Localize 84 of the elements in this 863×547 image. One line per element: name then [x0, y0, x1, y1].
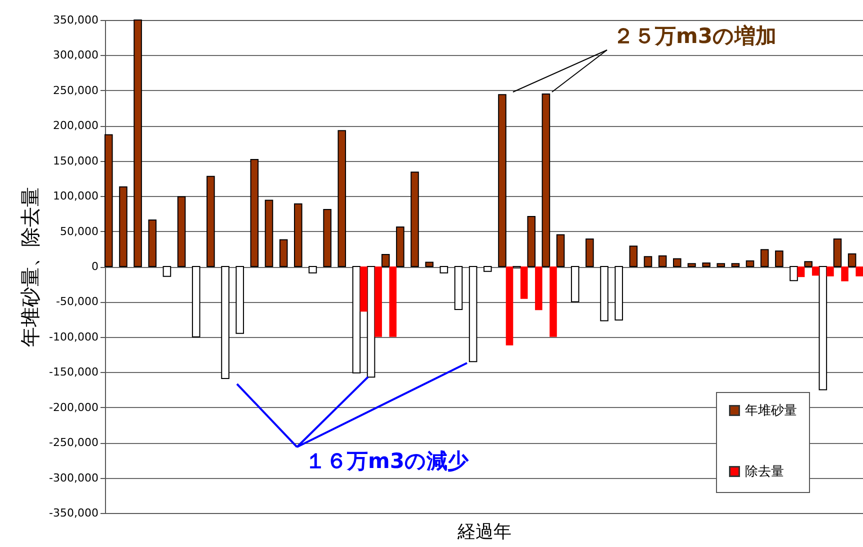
bar — [410, 172, 419, 267]
bar — [746, 260, 754, 267]
bar — [352, 266, 361, 374]
bar — [586, 238, 594, 267]
bar — [177, 196, 186, 267]
y-tick-label: 100,000 — [53, 190, 98, 203]
bar — [775, 250, 784, 267]
bar — [673, 258, 682, 267]
bar — [119, 186, 128, 267]
bar — [360, 266, 368, 312]
y-tick-label: -100,000 — [49, 330, 98, 344]
bar — [468, 266, 478, 362]
y-axis-title: 年堆砂量、除去量 — [18, 187, 42, 347]
bar — [600, 266, 608, 322]
bar — [221, 266, 230, 379]
bar — [389, 266, 397, 337]
bar — [550, 266, 557, 337]
bar — [381, 254, 390, 267]
bar — [294, 203, 302, 267]
y-tick-label: 300,000 — [53, 48, 98, 62]
bar — [454, 266, 463, 310]
bar — [688, 263, 696, 267]
bar — [841, 266, 848, 282]
bar — [818, 266, 828, 390]
x-axis-title: 経過年 — [456, 522, 512, 542]
y-tick-label: 0 — [92, 260, 98, 273]
bar — [134, 20, 142, 267]
bar — [848, 253, 856, 267]
bar — [527, 216, 536, 267]
bar — [797, 266, 805, 278]
y-tick-label: -300,000 — [49, 471, 98, 484]
bar — [658, 255, 667, 267]
y-tick-label: 250,000 — [53, 84, 98, 97]
bar — [556, 234, 565, 267]
bar — [162, 266, 172, 277]
bar — [570, 266, 580, 302]
y-tick-label: -250,000 — [49, 436, 98, 450]
y-tick-label: -50,000 — [56, 295, 98, 308]
bar — [148, 220, 157, 267]
bar — [366, 266, 376, 378]
bar — [760, 249, 769, 267]
bar — [206, 176, 215, 267]
bar — [236, 266, 244, 334]
bar — [498, 94, 506, 267]
bar — [833, 238, 842, 267]
bar — [702, 262, 710, 267]
bar — [856, 266, 863, 276]
bar — [104, 134, 113, 267]
bar — [279, 239, 288, 267]
bar — [629, 246, 638, 267]
bar — [338, 130, 346, 267]
bar — [484, 266, 492, 272]
y-tick-label: 50,000 — [60, 224, 98, 238]
bar — [826, 266, 834, 276]
bar — [250, 158, 259, 267]
bar — [323, 208, 332, 267]
bar — [644, 256, 652, 267]
bar — [308, 266, 317, 274]
y-tick-label: 150,000 — [53, 154, 98, 168]
bar — [506, 266, 514, 346]
bar — [535, 266, 542, 310]
bar — [396, 226, 404, 267]
y-tick-label: -350,000 — [49, 506, 98, 520]
y-tick-label: 350,000 — [53, 14, 98, 26]
annotation: １６万m3の減少 — [305, 449, 470, 473]
legend-label: 年堆砂量 — [745, 404, 797, 418]
legend-label: 除去量 — [745, 464, 784, 480]
bar — [731, 263, 740, 267]
bar — [812, 266, 820, 276]
bar — [542, 93, 550, 267]
bar — [614, 266, 623, 321]
bar — [716, 263, 726, 267]
bar — [192, 266, 200, 338]
bar — [264, 200, 274, 267]
y-tick-label: -150,000 — [49, 366, 98, 379]
y-tick-label: -200,000 — [49, 400, 98, 414]
bar — [374, 266, 382, 337]
bar — [804, 261, 812, 267]
bar — [425, 262, 434, 267]
bar — [440, 266, 448, 274]
bar — [790, 266, 798, 282]
bar — [520, 266, 528, 299]
annotation: ２５万m3の増加 — [613, 24, 776, 48]
y-tick-label: 200,000 — [53, 119, 98, 132]
